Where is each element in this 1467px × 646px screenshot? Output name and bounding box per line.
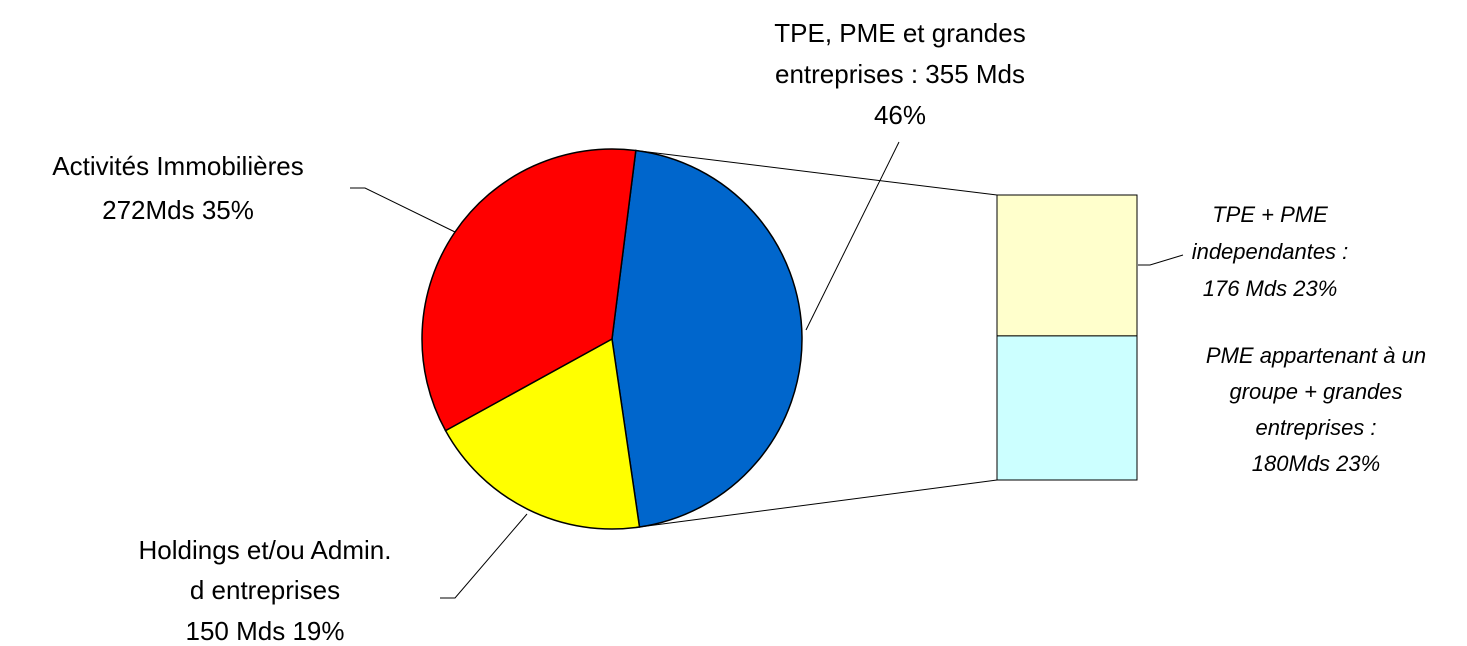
slice-label: d entreprises	[190, 575, 340, 605]
slice-label: 150 Mds 19%	[186, 616, 345, 646]
bar-label: groupe + grandes	[1229, 379, 1402, 404]
bar-label: TPE + PME	[1212, 202, 1328, 227]
bar-label: PME appartenant à un	[1206, 343, 1426, 368]
bar-label: independantes :	[1192, 239, 1349, 264]
pie-slice	[421, 148, 637, 432]
leader-line	[805, 141, 900, 331]
leader-line	[440, 513, 528, 599]
slice-label: Holdings et/ou Admin.	[139, 535, 392, 565]
bar-segment	[996, 194, 1138, 337]
connector-line	[639, 479, 998, 528]
bar-segment	[996, 335, 1138, 481]
slice-label: TPE, PME et grandes	[774, 18, 1025, 48]
leader-line	[1138, 254, 1184, 266]
pie-slice	[444, 337, 641, 530]
slice-label: Activités Immobilières	[52, 151, 303, 181]
leader-line	[350, 187, 456, 233]
slice-label: 46%	[874, 100, 926, 130]
slice-label: 272Mds 35%	[102, 195, 254, 225]
bar-label: 176 Mds 23%	[1203, 276, 1338, 301]
pie-slice	[611, 149, 803, 528]
bar-label: 180Mds 23%	[1252, 451, 1380, 476]
bar-label: entreprises :	[1255, 415, 1376, 440]
connector-line	[635, 150, 998, 196]
slice-label: entreprises : 355 Mds	[775, 59, 1025, 89]
